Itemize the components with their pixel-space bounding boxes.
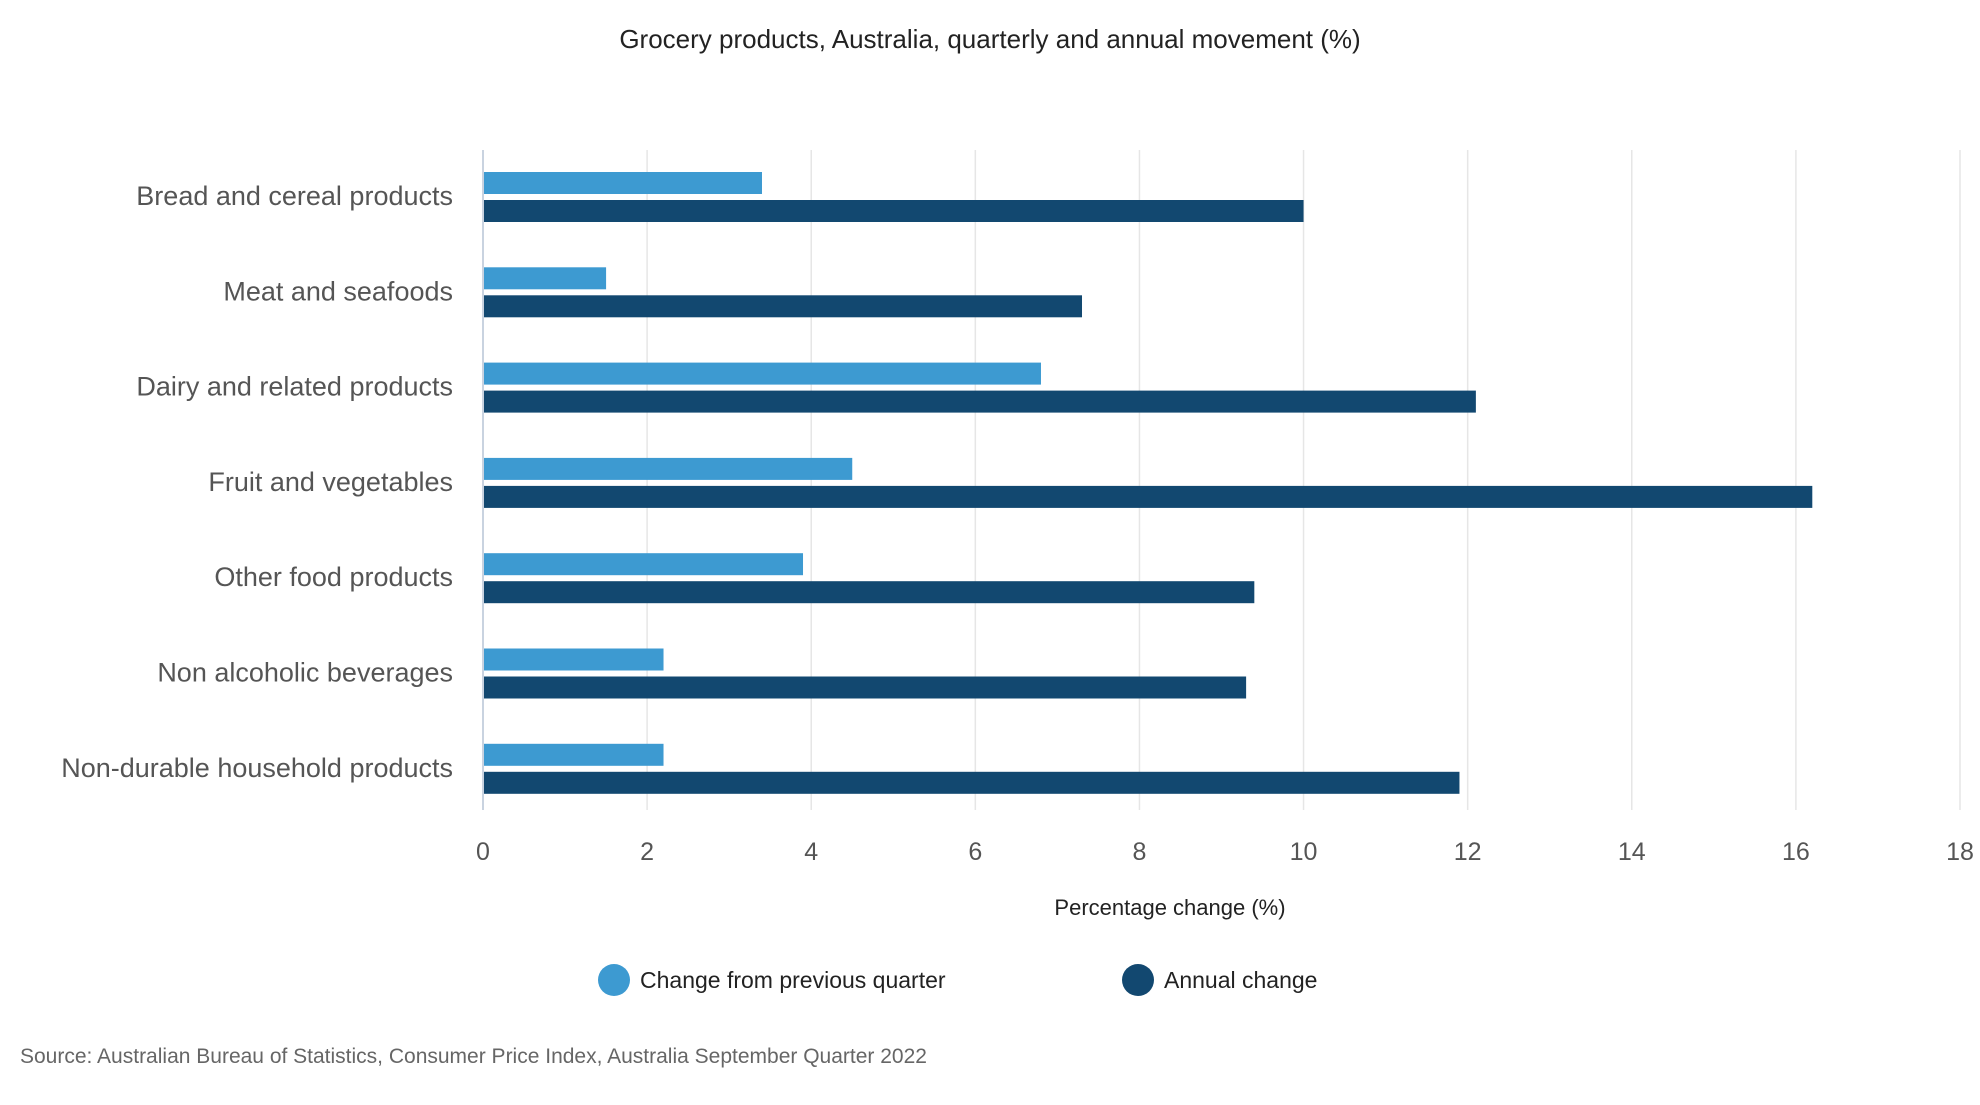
category-label: Meat and seafoods — [223, 276, 453, 306]
x-tick-label: 12 — [1454, 838, 1482, 866]
x-axis-ticks: 0 2 4 6 8 10 12 14 16 18 — [476, 838, 1974, 866]
gridlines — [482, 150, 1961, 810]
category-label: Bread and cereal products — [136, 181, 453, 211]
bars — [484, 172, 1813, 794]
legend-item-quarterly[interactable]: Change from previous quarter — [598, 964, 946, 996]
category-label: Dairy and related products — [136, 372, 453, 402]
bar-annual-change[interactable] — [484, 771, 1460, 794]
x-tick-label: 2 — [640, 838, 654, 866]
legend[interactable]: Change from previous quarter Annual chang… — [598, 964, 1317, 996]
x-tick-label: 8 — [1132, 838, 1146, 866]
legend-label: Change from previous quarter — [640, 967, 946, 993]
bar-quarterly-change[interactable] — [484, 648, 664, 671]
source-note: Source: Australian Bureau of Statistics,… — [20, 1045, 927, 1068]
legend-item-annual[interactable]: Annual change — [1122, 964, 1317, 996]
bar-annual-change[interactable] — [484, 485, 1813, 508]
bar-annual-change[interactable] — [484, 581, 1255, 604]
x-axis-title: Percentage change (%) — [1054, 895, 1285, 920]
bar-annual-change[interactable] — [484, 295, 1083, 318]
bar-quarterly-change[interactable] — [484, 172, 762, 194]
bar-quarterly-change[interactable] — [484, 267, 607, 290]
legend-marker-icon — [1122, 964, 1154, 996]
x-tick-label: 4 — [804, 838, 818, 866]
bar-quarterly-change[interactable] — [484, 743, 664, 766]
category-labels: Bread and cereal products Meat and seafoo… — [61, 181, 453, 783]
bar-annual-change[interactable] — [484, 200, 1304, 222]
category-label: Non-durable household products — [61, 753, 453, 783]
x-tick-label: 6 — [968, 838, 982, 866]
bar-annual-change[interactable] — [484, 676, 1247, 699]
x-tick-label: 16 — [1782, 838, 1810, 866]
bar-quarterly-change[interactable] — [484, 362, 1041, 385]
bar-quarterly-change[interactable] — [484, 553, 804, 576]
bar-quarterly-change[interactable] — [484, 457, 853, 480]
bar-annual-change[interactable] — [484, 390, 1476, 413]
category-label: Fruit and vegetables — [208, 467, 453, 497]
x-tick-label: 14 — [1618, 838, 1646, 866]
x-tick-label: 0 — [476, 838, 490, 866]
category-label: Other food products — [214, 562, 453, 592]
chart-title: Grocery products, Australia, quarterly a… — [619, 24, 1360, 54]
x-tick-label: 10 — [1290, 838, 1318, 866]
category-label: Non alcoholic beverages — [157, 658, 453, 688]
x-tick-label: 18 — [1946, 838, 1974, 866]
legend-label: Annual change — [1164, 967, 1317, 993]
legend-marker-icon — [598, 964, 630, 996]
